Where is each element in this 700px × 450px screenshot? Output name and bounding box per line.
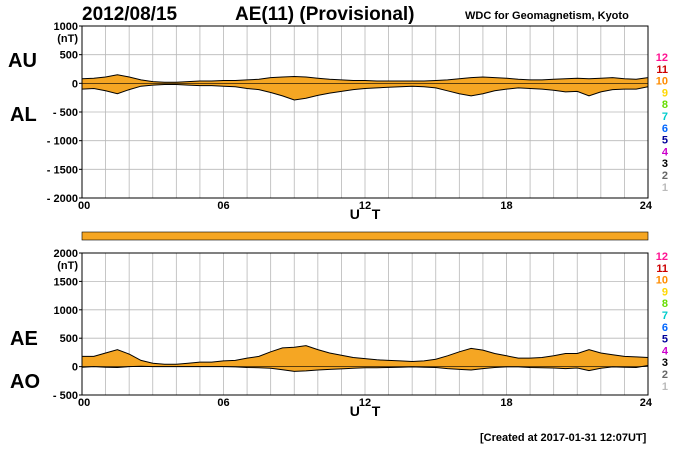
y-tick-label: 0 [72, 78, 78, 90]
station-legend-item: 3 [662, 158, 668, 170]
au-label: AU [8, 50, 37, 72]
x-tick-label: 24 [640, 397, 653, 409]
x-tick-label: 18 [500, 200, 512, 212]
station-legend-item: 11 [656, 263, 668, 275]
x-tick-label: 06 [217, 397, 229, 409]
station-legend-item: 7 [662, 310, 668, 322]
x-tick-label: 00 [78, 200, 90, 212]
y-tick-label: - 500 [53, 390, 78, 402]
station-legend-item: 7 [662, 111, 668, 123]
bottom-fill-area [82, 345, 648, 372]
y-tick-label: 500 [60, 333, 78, 345]
bottom-plot-frame [81, 252, 649, 396]
station-legend-item: 11 [656, 64, 668, 76]
ao-label: AO [10, 371, 40, 393]
y-tick-label: 500 [60, 50, 78, 62]
station-legend-item: 6 [662, 123, 668, 135]
station-legend-item: 4 [662, 146, 669, 158]
y-tick-label: 1000 [54, 21, 78, 33]
ae-label: AE [10, 328, 38, 350]
x-tick-label: 12 [359, 200, 371, 212]
station-legend-item: 9 [662, 87, 668, 99]
al-label: AL [10, 104, 37, 126]
x-tick-label: 06 [217, 200, 229, 212]
y-tick-label: 1500 [54, 276, 78, 288]
data-source: WDC for Geomagnetism, Kyoto [465, 10, 629, 22]
y-tick-label: 2000 [54, 248, 78, 260]
station-legend-item: 12 [656, 52, 668, 64]
station-legend-item: 8 [662, 298, 668, 310]
station-legend-item: 10 [656, 76, 668, 88]
station-legend-item: 4 [662, 345, 669, 357]
station-legend-item: 9 [662, 286, 668, 298]
x-tick-label: 18 [500, 397, 512, 409]
y-tick-label: - 500 [53, 107, 78, 119]
station-legend-item: 1 [662, 381, 668, 393]
x-axis-title: U T [350, 206, 385, 222]
series-line-al [81, 84, 649, 101]
created-timestamp: [Created at 2017-01-31 12:07UT] [480, 432, 647, 444]
y-tick-label: 0 [72, 362, 78, 374]
station-legend-item: 2 [662, 170, 668, 182]
y-tick-label: - 1500 [47, 164, 78, 176]
station-legend-item: 12 [656, 251, 668, 263]
chart-date: 2012/08/15 [82, 4, 178, 25]
series-line-ae [82, 345, 649, 365]
y-unit-label: (nT) [57, 260, 78, 272]
data-coverage-bar [81, 231, 649, 241]
x-tick-label: 24 [640, 200, 653, 212]
station-legend-item: 5 [662, 135, 668, 147]
y-tick-label: 1000 [54, 305, 78, 317]
y-tick-label: - 2000 [47, 193, 78, 205]
station-legend-item: 6 [662, 322, 668, 334]
chart-title: AE(11) (Provisional) [235, 4, 415, 25]
y-tick-label: - 1000 [47, 136, 78, 148]
station-legend-item: 2 [662, 369, 668, 381]
station-legend-item: 1 [662, 182, 668, 194]
top-fill-area [82, 74, 648, 100]
x-tick-label: 12 [359, 397, 371, 409]
station-legend-item: 10 [656, 275, 668, 287]
x-axis-title: U T [350, 403, 385, 419]
station-legend-item: 3 [662, 357, 668, 369]
series-line-au [81, 74, 649, 83]
station-legend-item: 8 [662, 99, 668, 111]
y-unit-label: (nT) [57, 33, 78, 45]
x-tick-label: 00 [78, 397, 90, 409]
station-legend-item: 5 [662, 334, 668, 346]
